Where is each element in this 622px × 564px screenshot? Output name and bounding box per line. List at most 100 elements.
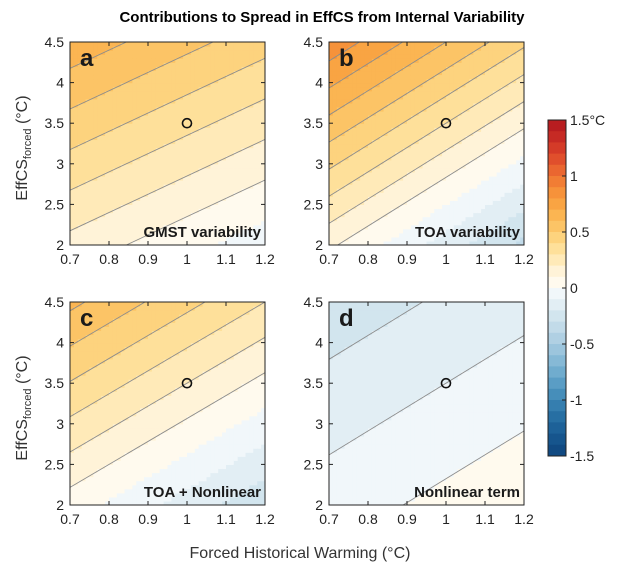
heat-cell — [500, 232, 506, 238]
heat-cell — [179, 74, 184, 80]
heat-cell — [144, 212, 149, 218]
heat-cell — [488, 167, 494, 173]
heat-cell — [356, 127, 361, 132]
heat-cell — [167, 184, 172, 189]
heat-cell — [101, 180, 106, 185]
heat-cell — [198, 196, 204, 201]
heat-cell — [261, 216, 265, 222]
heat-cell — [105, 46, 110, 51]
heat-cell — [81, 62, 87, 67]
heat-cell — [329, 163, 334, 169]
heat-cell — [226, 204, 231, 210]
heat-cell — [344, 82, 350, 88]
heat-cell — [159, 180, 165, 185]
heat-cell — [461, 135, 467, 141]
heat-cell — [375, 102, 381, 108]
heat-cell — [93, 155, 98, 161]
heat-cell — [492, 180, 498, 185]
heat-cell — [473, 42, 478, 47]
heat-cell — [144, 98, 149, 104]
heat-cell — [430, 147, 435, 153]
heat-cell — [492, 208, 498, 214]
heat-cell — [399, 135, 404, 141]
heat-cell — [414, 143, 420, 149]
heat-cell — [233, 66, 239, 72]
heat-cell — [395, 192, 400, 197]
heat-cell — [226, 180, 231, 185]
heat-cell — [391, 159, 396, 165]
heat-cell — [379, 159, 385, 165]
heat-cell — [453, 119, 459, 124]
heat-cell — [116, 106, 122, 112]
heat-cell — [187, 147, 192, 153]
heat-cell — [93, 90, 98, 96]
heat-cell — [426, 184, 431, 189]
heat-cell — [375, 70, 381, 76]
heat-cell — [97, 171, 102, 177]
heat-cell — [210, 54, 215, 59]
heat-cell — [442, 135, 447, 141]
heat-cell — [237, 58, 243, 63]
heat-cell — [163, 180, 169, 185]
heat-cell — [206, 139, 211, 145]
heat-cell — [395, 159, 400, 165]
heat-cell — [387, 86, 392, 92]
heat-cell — [198, 220, 204, 226]
heat-cell — [485, 228, 490, 234]
heat-cell — [469, 46, 474, 51]
heat-cell — [410, 54, 416, 59]
heat-cell — [430, 184, 435, 189]
heat-cell — [332, 135, 338, 141]
heat-cell — [175, 86, 180, 92]
heat-cell — [356, 236, 361, 242]
heat-cell — [329, 94, 334, 100]
heat-cell — [70, 240, 75, 245]
heat-cell — [340, 66, 346, 72]
heat-cell — [167, 106, 172, 112]
heat-cell — [446, 102, 451, 108]
heat-cell — [442, 62, 447, 67]
heat-cell — [73, 42, 79, 47]
heat-cell — [375, 123, 381, 128]
heat-cell — [329, 147, 334, 153]
heat-cell — [461, 139, 467, 145]
heat-cell — [477, 159, 482, 165]
heat-cell — [237, 204, 243, 210]
heat-cell — [352, 208, 357, 214]
heat-cell — [512, 70, 517, 76]
heat-cell — [508, 119, 513, 124]
heat-field — [329, 42, 524, 245]
heat-cell — [206, 216, 211, 222]
heat-cell — [485, 240, 490, 245]
heat-cell — [171, 171, 176, 177]
heat-cell — [179, 62, 184, 67]
heat-cell — [332, 212, 338, 218]
heat-cell — [496, 94, 502, 100]
heat-cell — [340, 127, 346, 132]
heat-cell — [101, 135, 106, 141]
heat-cell — [183, 74, 188, 80]
heat-cell — [73, 184, 79, 189]
heat-cell — [352, 155, 357, 161]
heat-cell — [352, 143, 357, 149]
heat-cell — [379, 196, 385, 201]
heat-cell — [124, 131, 130, 136]
heat-cell — [360, 220, 365, 226]
heat-cell — [508, 155, 513, 161]
heat-cell — [140, 131, 145, 136]
heat-cell — [430, 212, 435, 218]
heat-cell — [340, 240, 346, 245]
heat-cell — [461, 70, 467, 76]
heat-cell — [245, 50, 250, 55]
heat-cell — [461, 46, 467, 51]
heat-cell — [218, 180, 223, 185]
heat-cell — [175, 240, 180, 245]
heat-cell — [179, 98, 184, 104]
heat-cell — [171, 232, 176, 238]
heat-cell — [97, 175, 102, 181]
heat-cell — [508, 70, 513, 76]
heat-cell — [245, 115, 250, 120]
heat-cell — [93, 62, 98, 67]
heat-cell — [461, 94, 467, 100]
heat-cell — [237, 200, 243, 205]
